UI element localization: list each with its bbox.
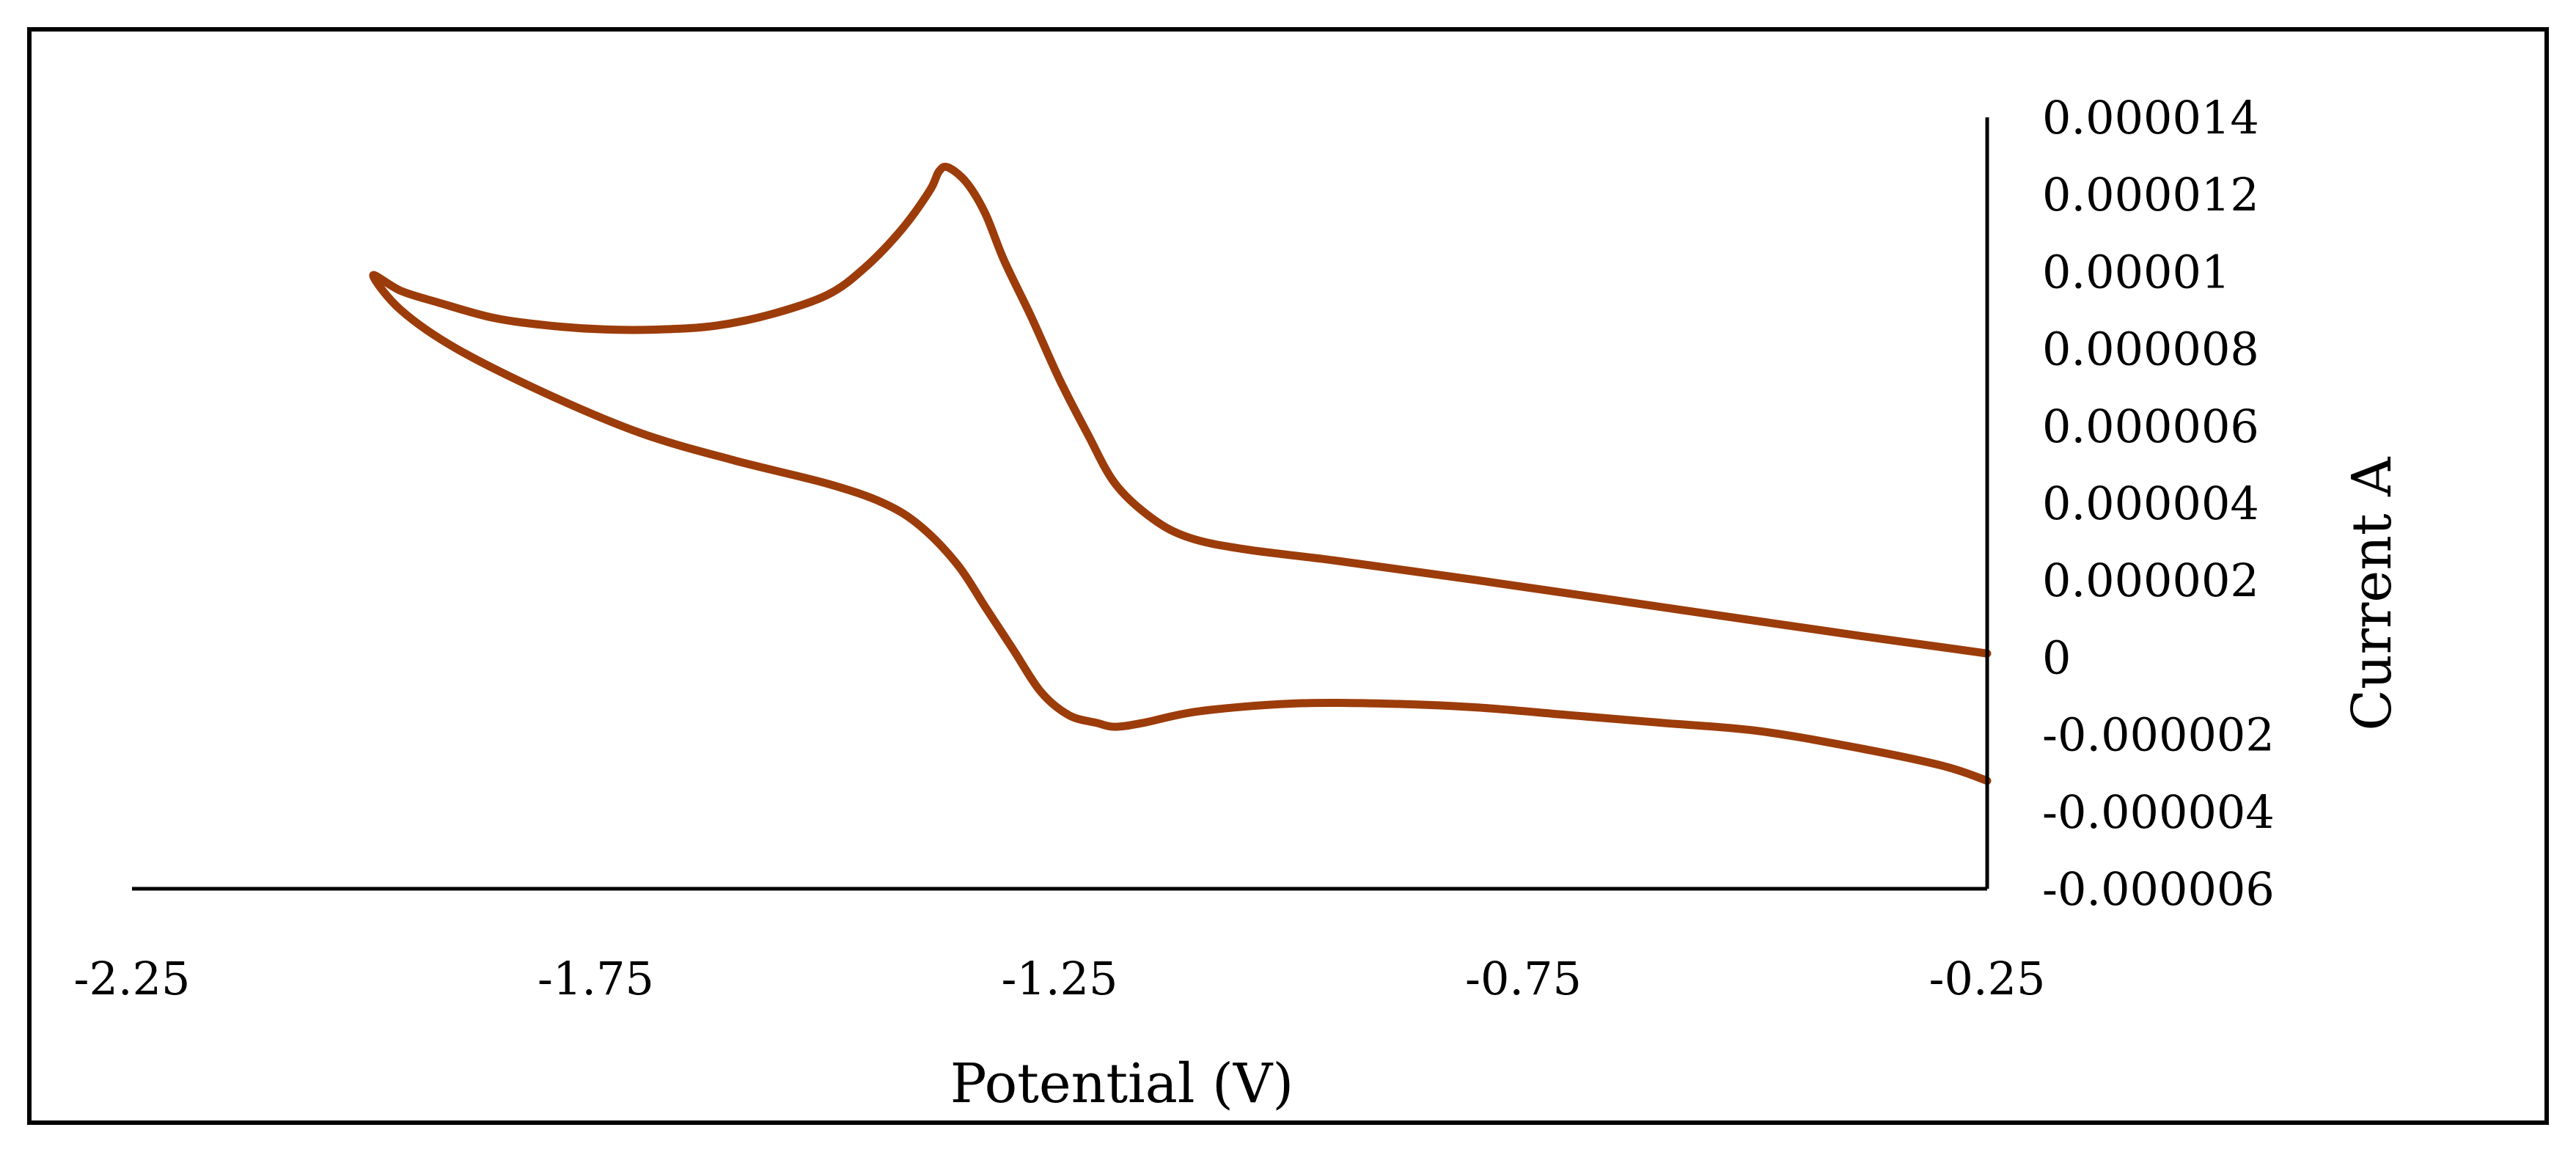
x-axis-title: Potential (V)	[950, 1052, 1293, 1115]
x-tick-label: -2.25	[74, 952, 191, 1005]
series-line	[369, 162, 1992, 785]
x-tick-label: -1.25	[1002, 952, 1118, 1005]
y-tick-label: 0.000002	[2042, 554, 2259, 607]
y-tick-label: 0.00001	[2042, 245, 2230, 298]
y-tick-label: -0.000002	[2042, 708, 2275, 762]
x-tick-label: -0.25	[1929, 952, 2046, 1005]
y-axis-title: Current A	[2341, 456, 2404, 731]
x-tick-label: -0.75	[1465, 952, 1582, 1005]
y-tick-label: 0.000004	[2042, 477, 2259, 530]
x-tick-labels: -2.25 -1.75 -1.25 -0.75 -0.25	[74, 952, 2046, 1005]
y-tick-label: -0.000006	[2042, 862, 2275, 916]
y-tick-labels: 0.000014 0.000012 0.00001 0.000008 0.000006 0…	[2042, 91, 2275, 916]
y-tick-label: 0.000006	[2042, 400, 2259, 453]
y-tick-label: 0.000014	[2042, 91, 2259, 144]
y-tick-label: 0.000012	[2042, 168, 2259, 221]
y-tick-label: -0.000004	[2042, 785, 2275, 839]
plot-lines	[369, 162, 1992, 785]
y-tick-label: 0	[2042, 631, 2071, 684]
x-tick-label: -1.75	[537, 952, 654, 1005]
chart-frame	[27, 27, 2549, 1125]
y-tick-label: 0.000008	[2042, 323, 2259, 376]
